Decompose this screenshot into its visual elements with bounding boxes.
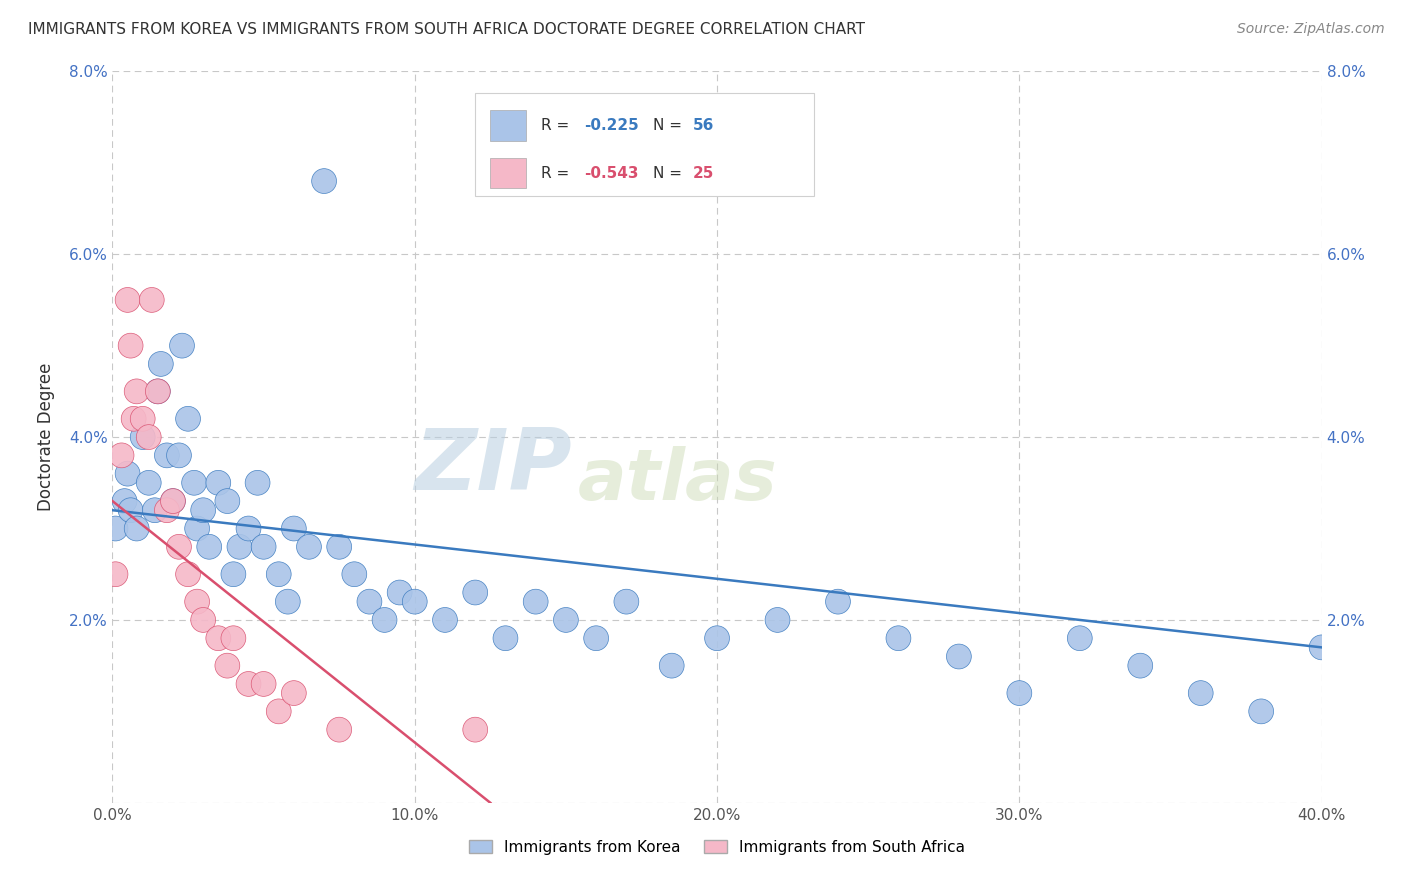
Point (253, 540, 276, 554)
Point (222, 632, 245, 646)
Point (238, 521, 260, 535)
Point (132, 412, 155, 426)
Point (359, 595, 381, 609)
Point (246, 475, 269, 490)
Point (464, 585, 486, 599)
Point (110, 449, 132, 463)
Point (1069, 632, 1091, 646)
Point (104, 521, 127, 535)
Point (887, 632, 910, 646)
Y-axis label: Doctorate Degree: Doctorate Degree (37, 363, 55, 511)
Point (706, 632, 728, 646)
Point (143, 503, 166, 517)
Point (1310, 640, 1333, 655)
Text: 56: 56 (693, 118, 714, 133)
Point (433, 613, 456, 627)
Point (177, 412, 200, 426)
Point (217, 658, 239, 673)
Text: Source: ZipAtlas.com: Source: ZipAtlas.com (1237, 22, 1385, 37)
Text: N =: N = (652, 166, 688, 180)
Point (343, 567, 366, 582)
Point (253, 677, 276, 691)
Point (766, 613, 789, 627)
Point (120, 338, 142, 352)
Point (1250, 705, 1272, 719)
Point (277, 595, 299, 609)
Text: R =: R = (540, 118, 574, 133)
Point (170, 338, 193, 352)
Point (156, 449, 179, 463)
Text: atlas: atlas (578, 447, 778, 516)
Point (125, 521, 148, 535)
Point (183, 475, 205, 490)
Point (132, 430, 155, 444)
Point (138, 475, 160, 490)
Point (114, 494, 136, 508)
Point (186, 595, 208, 609)
Point (1008, 686, 1031, 700)
Point (162, 494, 184, 508)
Point (191, 503, 214, 517)
Point (207, 475, 229, 490)
Text: -0.543: -0.543 (583, 166, 638, 180)
Point (948, 649, 970, 664)
Point (661, 658, 683, 673)
Text: ZIP: ZIP (415, 425, 572, 508)
Point (283, 521, 305, 535)
Point (1129, 658, 1152, 673)
Point (138, 430, 160, 444)
Point (167, 449, 190, 463)
Point (217, 494, 239, 508)
Point (104, 567, 127, 582)
Point (228, 540, 250, 554)
Point (328, 540, 350, 554)
Point (495, 632, 517, 646)
Point (267, 567, 290, 582)
Point (177, 567, 200, 582)
FancyBboxPatch shape (489, 158, 526, 188)
Point (404, 595, 426, 609)
Point (162, 494, 184, 508)
Point (283, 686, 305, 700)
Point (585, 632, 607, 646)
Point (314, 174, 336, 188)
Text: 25: 25 (693, 166, 714, 180)
Point (554, 613, 576, 627)
Point (117, 293, 139, 307)
Point (156, 503, 179, 517)
FancyBboxPatch shape (475, 94, 814, 195)
Point (524, 595, 547, 609)
Point (125, 384, 148, 399)
Point (1189, 686, 1212, 700)
Point (267, 705, 290, 719)
Point (616, 595, 638, 609)
Point (146, 384, 169, 399)
Point (167, 540, 190, 554)
Legend: Immigrants from Korea, Immigrants from South Africa: Immigrants from Korea, Immigrants from S… (463, 834, 972, 861)
Point (298, 540, 321, 554)
Point (186, 521, 208, 535)
Point (191, 613, 214, 627)
Point (117, 467, 139, 481)
FancyBboxPatch shape (489, 110, 526, 141)
Point (141, 293, 163, 307)
Point (122, 412, 145, 426)
Text: -0.225: -0.225 (583, 118, 638, 133)
Point (328, 723, 350, 737)
Point (207, 632, 229, 646)
Point (146, 384, 169, 399)
Point (222, 567, 245, 582)
Text: N =: N = (652, 118, 688, 133)
Point (464, 723, 486, 737)
Point (198, 540, 221, 554)
Point (827, 595, 849, 609)
Point (120, 503, 142, 517)
Point (388, 585, 411, 599)
Point (238, 677, 260, 691)
Text: R =: R = (540, 166, 574, 180)
Point (374, 613, 396, 627)
Text: IMMIGRANTS FROM KOREA VS IMMIGRANTS FROM SOUTH AFRICA DOCTORATE DEGREE CORRELATI: IMMIGRANTS FROM KOREA VS IMMIGRANTS FROM… (28, 22, 865, 37)
Point (149, 357, 172, 371)
